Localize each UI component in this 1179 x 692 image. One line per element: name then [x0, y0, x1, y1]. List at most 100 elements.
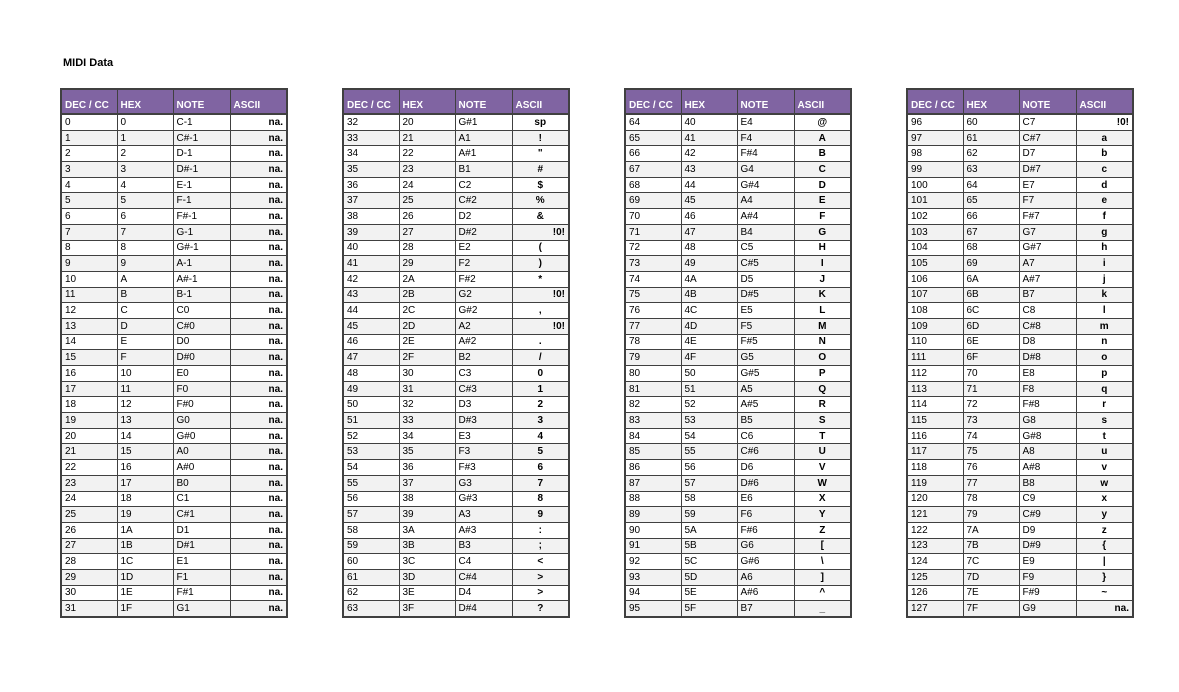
cell-hex: 4D: [680, 317, 738, 335]
table-row: 106 6A A#7 j: [906, 270, 1134, 288]
cell-note: C0: [172, 302, 231, 319]
cell-hex: 3C: [398, 553, 456, 570]
cell-ascii: \: [793, 553, 852, 570]
cell-ascii: na.: [229, 223, 288, 241]
cell-hex: 6A: [962, 270, 1020, 288]
cell-note: E9: [1018, 553, 1077, 570]
cell-note: C#4: [454, 568, 513, 586]
cell-note: D#8: [1018, 349, 1077, 366]
cell-ascii: 7: [511, 474, 570, 492]
cell-hex: 1F: [116, 600, 174, 618]
cell-hex: 7: [116, 223, 174, 241]
cell-ascii: !: [511, 129, 570, 147]
cell-ascii: na.: [229, 506, 288, 523]
cell-ascii: *: [511, 270, 570, 288]
cell-dec: 114: [906, 396, 964, 414]
cell-dec: 73: [624, 255, 682, 272]
cell-ascii: na.: [229, 192, 288, 210]
cell-hex: 2: [116, 145, 174, 163]
cell-hex: 76: [962, 459, 1020, 476]
cell-note: B8: [1018, 474, 1077, 492]
table-row: 32 20 G#1 sp: [342, 113, 570, 131]
header-hex: HEX: [680, 88, 738, 115]
cell-note: G2: [454, 286, 513, 304]
cell-dec: 31: [60, 600, 118, 618]
cell-note: C9: [1018, 490, 1077, 508]
table-row: 91 5B G6[: [624, 537, 852, 555]
cell-ascii: &: [511, 208, 570, 225]
cell-note: G#1: [454, 113, 513, 131]
cell-hex: 4C: [680, 302, 738, 319]
table-row: 107 6B B7 k: [906, 286, 1134, 304]
cell-note: A5: [736, 380, 795, 398]
cell-note: D#3: [454, 412, 513, 429]
cell-ascii: h: [1075, 239, 1134, 257]
cell-note: E1: [172, 553, 231, 570]
cell-dec: 92: [624, 553, 682, 570]
cell-note: B5: [736, 412, 795, 429]
cell-hex: 20: [398, 113, 456, 131]
table-row: 7 7 G-1 na.: [60, 223, 288, 241]
cell-hex: 13: [116, 412, 174, 429]
table-row: 18 12 F#0 na.: [60, 396, 288, 414]
cell-ascii: ?: [511, 600, 570, 618]
cell-ascii: na.: [229, 443, 288, 461]
cell-ascii: O: [793, 349, 852, 366]
cell-dec: 80: [624, 365, 682, 382]
cell-dec: 122: [906, 521, 964, 539]
cell-dec: 17: [60, 380, 118, 398]
cell-note: D#2: [454, 223, 513, 241]
table-row: 23 17 B0 na.: [60, 474, 288, 492]
cell-ascii: i: [1075, 255, 1134, 272]
cell-ascii: !0!: [511, 286, 570, 304]
table-row: 68 44 G#4 D: [624, 176, 852, 194]
cell-dec: 125: [906, 568, 964, 586]
header-note: NOTE: [736, 88, 795, 115]
cell-note: D9: [1018, 521, 1077, 539]
cell-dec: 86: [624, 459, 682, 476]
table-row: 114 72 F#8 r: [906, 396, 1134, 414]
table-row: 97 61 C#7 a: [906, 129, 1134, 147]
cell-ascii: na.: [1075, 600, 1134, 618]
header-row: DEC / CC HEX NOTE ASCII: [906, 88, 1134, 115]
cell-dec: 45: [342, 317, 400, 335]
table-row: 118 76 A#8 v: [906, 459, 1134, 476]
header-note: NOTE: [1018, 88, 1077, 115]
table-row: 100 64 E7 d: [906, 176, 1134, 194]
cell-dec: 109: [906, 317, 964, 335]
table-row: 46 2E A#2.: [342, 333, 570, 351]
cell-hex: 2C: [398, 302, 456, 319]
cell-dec: 33: [342, 129, 400, 147]
header-note: NOTE: [454, 88, 513, 115]
cell-dec: 42: [342, 270, 400, 288]
table-row: 45 2D A2 !0!: [342, 317, 570, 335]
table-row: 41 29 F2): [342, 255, 570, 272]
table-row: 96 60 C7 !0!: [906, 113, 1134, 131]
cell-hex: 7C: [962, 553, 1020, 570]
cell-dec: 0: [60, 113, 118, 131]
cell-ascii: ": [511, 145, 570, 163]
table-row: 27 1B D#1 na.: [60, 537, 288, 555]
table-row: 121 79 C#9 y: [906, 506, 1134, 523]
cell-note: G#5: [736, 365, 795, 382]
table-row: 116 74 G#8 t: [906, 427, 1134, 445]
cell-note: E4: [736, 113, 795, 131]
cell-ascii: 2: [511, 396, 570, 414]
table-row: 65 41 F4 A: [624, 129, 852, 147]
cell-dec: 116: [906, 427, 964, 445]
cell-hex: 50: [680, 365, 738, 382]
cell-ascii: W: [793, 474, 852, 492]
cell-ascii: 9: [511, 506, 570, 523]
table-row: 28 1C E1 na.: [60, 553, 288, 570]
cell-hex: 41: [680, 129, 738, 147]
cell-note: F#1: [172, 584, 231, 602]
table-row: 52 34 E3 4: [342, 427, 570, 445]
cell-hex: 27: [398, 223, 456, 241]
cell-note: A2: [454, 317, 513, 335]
table-row: 47 2F B2/: [342, 349, 570, 366]
cell-hex: 32: [398, 396, 456, 414]
cell-dec: 99: [906, 161, 964, 178]
header-ascii: ASCII: [511, 88, 570, 115]
cell-dec: 35: [342, 161, 400, 178]
cell-note: D2: [454, 208, 513, 225]
